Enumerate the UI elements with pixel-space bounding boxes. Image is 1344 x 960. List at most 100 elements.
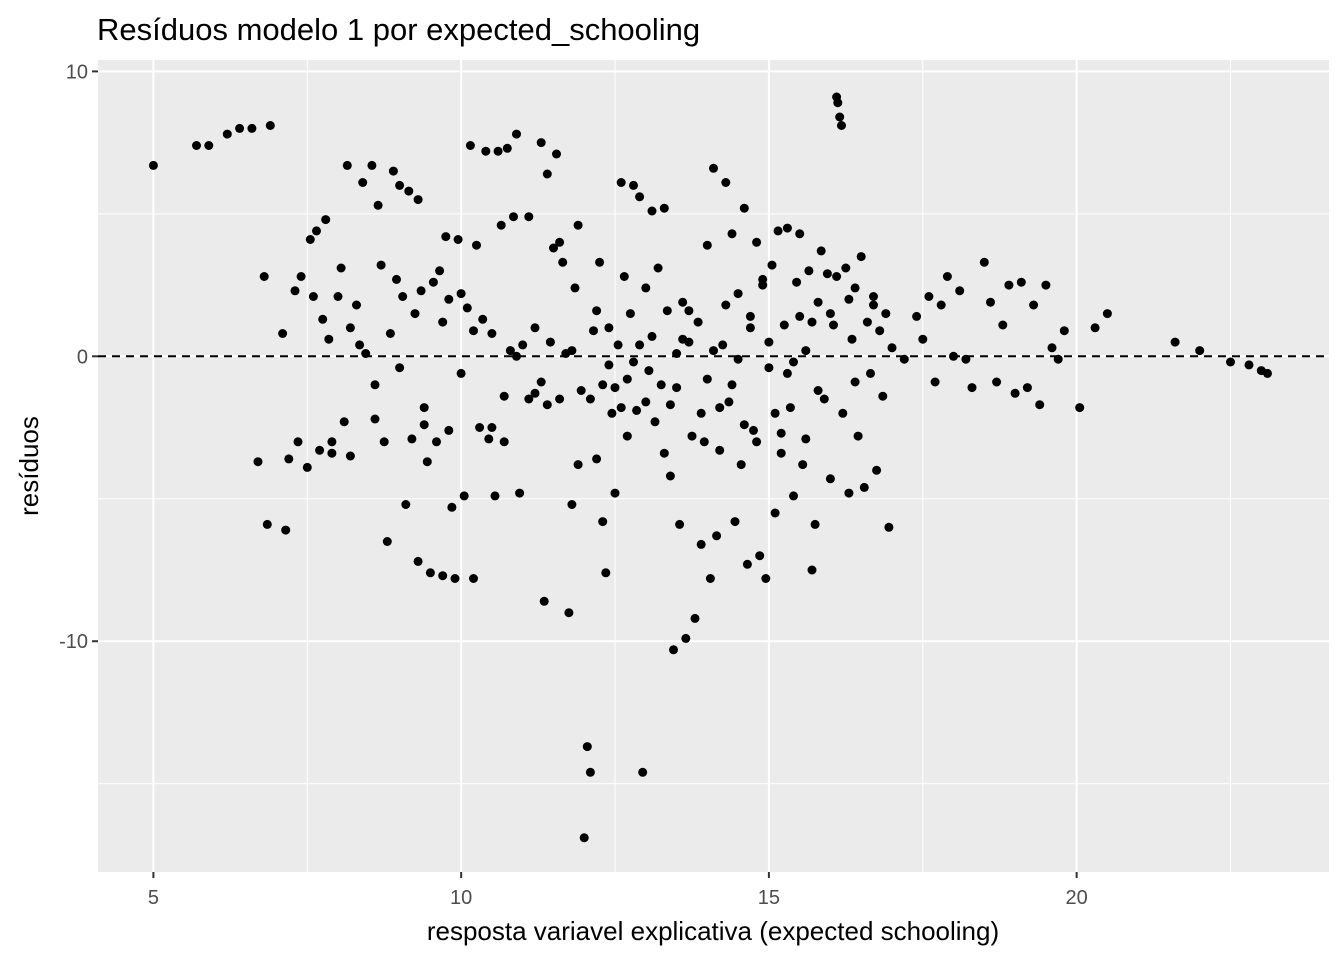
data-point (589, 326, 598, 335)
data-point (537, 138, 546, 147)
data-point (472, 241, 481, 250)
data-point (367, 161, 376, 170)
data-point (1054, 355, 1063, 364)
data-point (598, 380, 607, 389)
data-point (851, 378, 860, 387)
data-point (386, 329, 395, 338)
data-point (617, 403, 626, 412)
data-point (414, 557, 423, 566)
data-point (441, 232, 450, 241)
data-point (669, 645, 678, 654)
data-point (395, 181, 404, 190)
data-point (281, 526, 290, 535)
data-point (617, 178, 626, 187)
data-point (509, 212, 518, 221)
data-point (841, 264, 850, 273)
data-point (648, 207, 657, 216)
data-point (537, 378, 546, 387)
data-point (657, 380, 666, 389)
data-point (223, 130, 232, 139)
data-point (469, 326, 478, 335)
data-point (651, 417, 660, 426)
data-point (715, 446, 724, 455)
data-point (355, 340, 364, 349)
data-point (306, 235, 315, 244)
data-point (758, 275, 767, 284)
data-point (571, 283, 580, 292)
data-point (786, 403, 795, 412)
data-point (1226, 358, 1235, 367)
data-point (706, 574, 715, 583)
data-point (838, 409, 847, 418)
data-point (968, 383, 977, 392)
data-point (383, 537, 392, 546)
data-point (777, 449, 786, 458)
data-point (774, 226, 783, 235)
data-point (321, 215, 330, 224)
data-point (681, 634, 690, 643)
data-point (478, 315, 487, 324)
data-point (503, 144, 512, 153)
data-point (888, 343, 897, 352)
data-point (684, 306, 693, 315)
data-point (423, 457, 432, 466)
data-point (352, 301, 361, 310)
data-point (487, 329, 496, 338)
data-point (724, 397, 733, 406)
data-point (457, 369, 466, 378)
data-point (1048, 343, 1057, 352)
data-point (604, 360, 613, 369)
x-axis-ticks: 5 10 15 20 (148, 872, 1088, 909)
x-tick-label: 15 (758, 887, 780, 909)
data-point (918, 335, 927, 344)
data-point (635, 192, 644, 201)
data-point (837, 121, 846, 130)
data-point (411, 309, 420, 318)
data-point (814, 386, 823, 395)
data-point (835, 113, 844, 122)
data-point (715, 403, 724, 412)
data-point (884, 523, 893, 532)
data-point (1011, 389, 1020, 398)
data-point (712, 531, 721, 540)
data-point (546, 338, 555, 347)
data-point (795, 229, 804, 238)
data-point (703, 375, 712, 384)
data-point (728, 380, 737, 389)
data-point (611, 383, 620, 392)
data-point (604, 323, 613, 332)
data-point (854, 432, 863, 441)
data-point (768, 261, 777, 270)
data-point (435, 266, 444, 275)
data-point (900, 355, 909, 364)
data-point (389, 167, 398, 176)
data-point (1017, 278, 1026, 287)
data-point (823, 269, 832, 278)
data-point (515, 489, 524, 498)
data-point (371, 415, 380, 424)
data-point (811, 520, 820, 529)
data-point (466, 141, 475, 150)
data-point (829, 321, 838, 330)
data-point (1004, 281, 1013, 290)
data-point (543, 400, 552, 409)
data-point (512, 352, 521, 361)
data-point (817, 246, 826, 255)
data-point (404, 187, 413, 196)
data-point (764, 363, 773, 372)
data-point (1103, 309, 1112, 318)
data-point (451, 574, 460, 583)
y-tick-label: -10 (59, 631, 88, 653)
data-point (734, 355, 743, 364)
data-point (623, 432, 632, 441)
data-point (912, 312, 921, 321)
data-point (398, 292, 407, 301)
data-point (632, 406, 641, 415)
data-point (718, 340, 727, 349)
data-point (374, 201, 383, 210)
y-axis-ticks: -10 0 10 (59, 61, 98, 653)
data-point (688, 432, 697, 441)
data-point (728, 229, 737, 238)
data-point (675, 520, 684, 529)
data-point (961, 355, 970, 364)
